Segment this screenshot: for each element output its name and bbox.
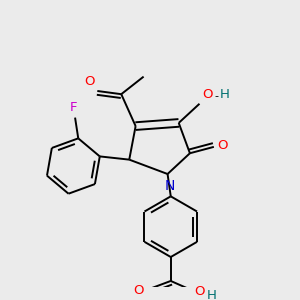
Text: N: N	[165, 179, 175, 193]
Text: O: O	[202, 88, 212, 101]
Text: H: H	[207, 289, 217, 300]
Text: O: O	[84, 75, 95, 88]
Text: -: -	[215, 91, 219, 101]
Text: F: F	[70, 101, 77, 114]
Text: O: O	[194, 285, 205, 298]
Text: O: O	[133, 284, 144, 297]
Text: O: O	[218, 139, 228, 152]
Text: H: H	[219, 88, 229, 101]
